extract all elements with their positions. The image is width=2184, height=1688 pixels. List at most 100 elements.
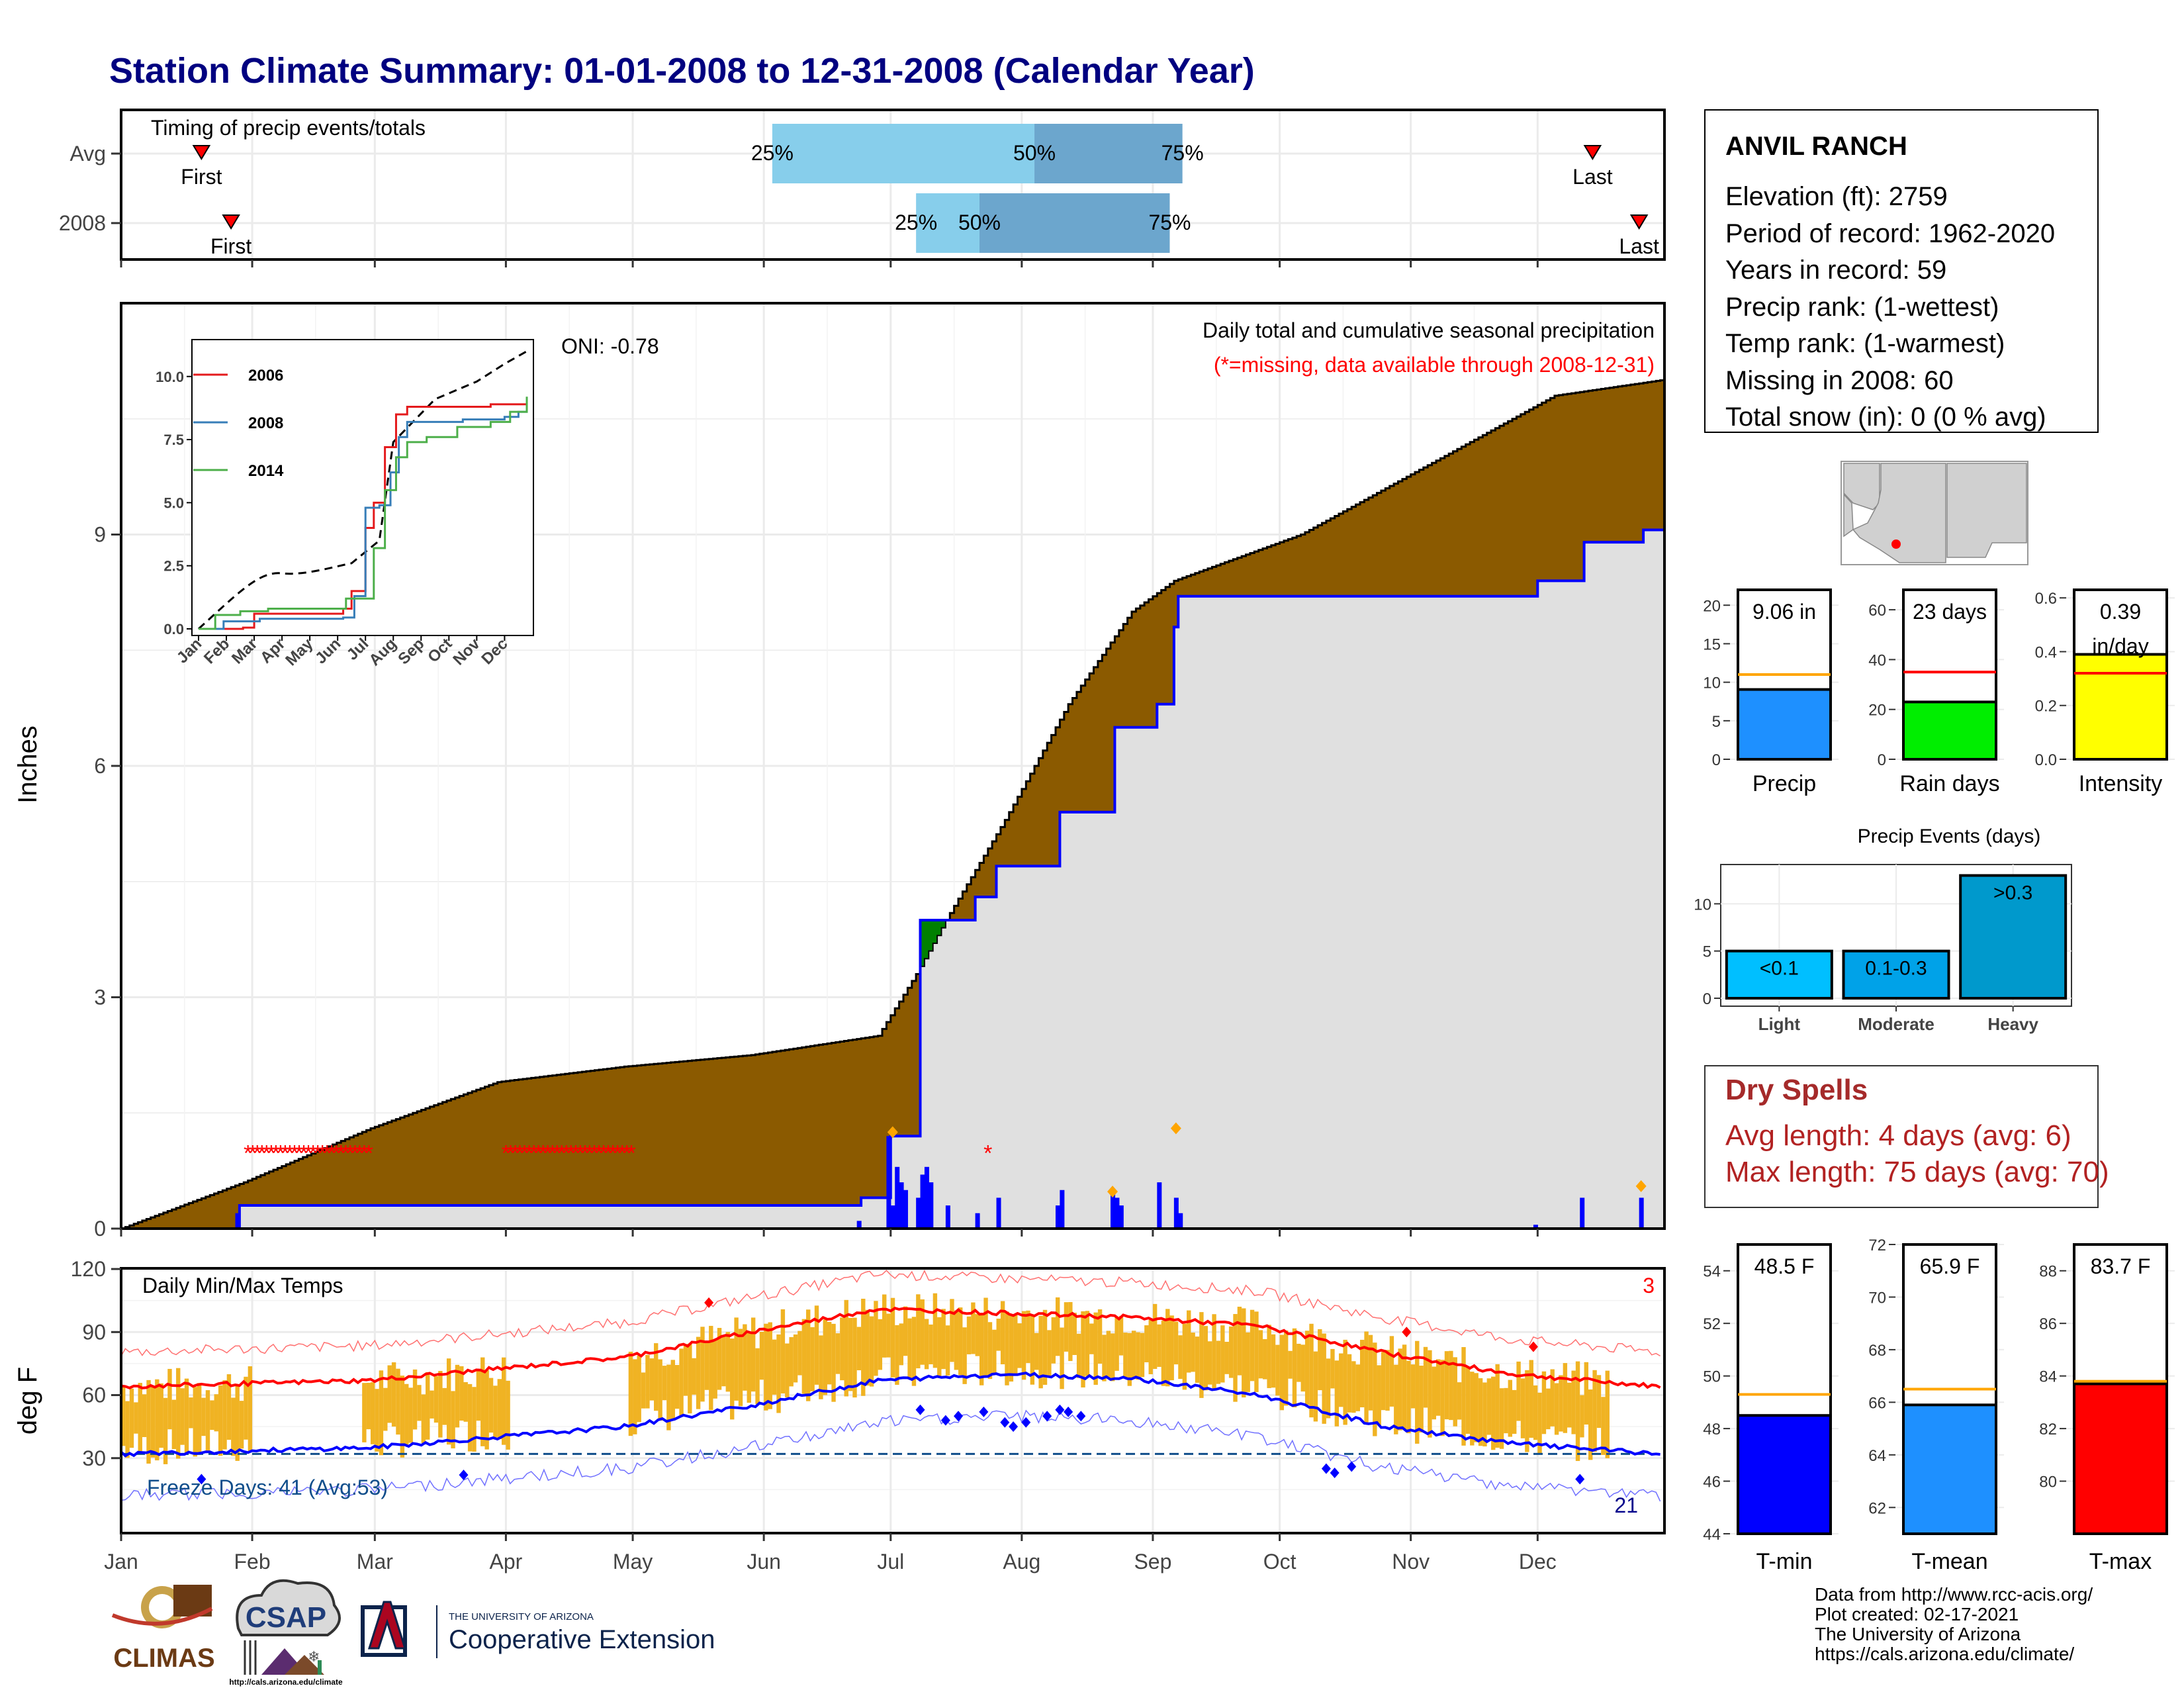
precip-summary-value: 9.06 in [1752, 600, 1816, 624]
daily-temp-bar [1415, 1340, 1420, 1444]
daily-temp-bar [1127, 1333, 1132, 1386]
record-low-marker [1321, 1463, 1331, 1474]
missing-data-marker: * [257, 1141, 266, 1166]
daily-temp-bar [869, 1316, 874, 1387]
daily-precip-bar [1118, 1205, 1124, 1229]
daily-temp-bar [704, 1342, 709, 1390]
daily-temp-bar [379, 1370, 384, 1456]
daily-temp-bar [874, 1301, 878, 1376]
footer-url: https://cals.arizona.edu/climate/ [1815, 1644, 2074, 1664]
daily-temp-bar [1144, 1325, 1149, 1362]
daily-temp-bar [159, 1383, 163, 1448]
cumulative-2008-line [121, 528, 1664, 1229]
daily-temp-bar [180, 1388, 185, 1445]
daily-temp-bar [1195, 1336, 1200, 1383]
tmin-summary-bar [1737, 1414, 1832, 1536]
daily-temp-bar [1042, 1309, 1048, 1385]
tmin-summary-tick-label: 44 [1703, 1526, 1721, 1544]
missing-data-marker: * [318, 1141, 327, 1166]
precip-subtitle: Daily total and cumulative seasonal prec… [1203, 318, 1655, 342]
inset-line-2006 [204, 399, 528, 630]
inset-legend-label: 2006 [248, 367, 283, 385]
daily-temp-bar [1203, 1326, 1208, 1391]
station-name: ANVIL RANCH [1725, 132, 1907, 161]
daily-temp-bar [193, 1387, 198, 1457]
daily-temp-bar [1347, 1354, 1352, 1413]
daily-temp-bar [856, 1327, 862, 1371]
daily-temp-bar [1005, 1311, 1009, 1385]
daily-temp-bar [1030, 1314, 1035, 1385]
daily-temp-bar [214, 1394, 218, 1432]
daily-temp-bar [248, 1366, 253, 1452]
daily-temp-bar [628, 1352, 633, 1436]
daily-temp-bar [717, 1328, 722, 1390]
intensity-summary-tick-label: 0.6 [2035, 590, 2057, 608]
daily-temp-bar [692, 1358, 696, 1395]
missing-data-marker: * [548, 1141, 557, 1166]
missing-note: (*=missing, data available through 2008-… [1214, 353, 1655, 377]
inset-chart: 0.02.55.07.510.0JanFebMarAprMayJunJulAug… [156, 339, 534, 669]
daily-temp-bar [1504, 1387, 1508, 1434]
daily-temp-bar [442, 1387, 447, 1425]
daily-temp-bar [1584, 1362, 1589, 1425]
daily-temp-bar [772, 1339, 777, 1395]
timing-2008-last-marker [1629, 214, 1649, 230]
oni-value: ONI: -0.78 [561, 334, 659, 358]
timing-2008-p75-label: 75% [1148, 211, 1191, 234]
timing-avg-last-label: Last [1572, 165, 1613, 189]
daily-temp-bar [1026, 1310, 1030, 1364]
csap-logo-url: http://cals.arizona.edu/climate [229, 1677, 343, 1687]
daily-temp-bar [1263, 1338, 1267, 1380]
daily-temp-bar [421, 1394, 426, 1443]
daily-temp-bar [929, 1324, 933, 1364]
timing-avg-p50-p75-bar [1034, 124, 1183, 183]
daily-temp-bar [979, 1314, 984, 1385]
timing-2008-p50-label: 50% [958, 211, 1001, 234]
daily-temp-bar [1449, 1350, 1453, 1421]
ua-big-text: Cooperative Extension [449, 1625, 715, 1654]
timing-frame [120, 109, 1666, 261]
daily-temp-bar [814, 1305, 819, 1385]
precip-y-axis: 0 3 6 9 [94, 523, 1539, 1241]
daily-temp-bar [1271, 1334, 1276, 1388]
daily-temp-bar [239, 1401, 244, 1449]
daily-temp-bar [1318, 1329, 1322, 1391]
daily-temp-bar [801, 1319, 807, 1394]
events-bar-moderate [1842, 949, 1950, 1000]
daily-temp-bar [789, 1336, 794, 1387]
daily-temp-bar [1152, 1303, 1158, 1369]
daily-temp-bar [852, 1317, 857, 1398]
daily-temp-bar [1013, 1314, 1018, 1376]
daily-temp-bar [1161, 1321, 1166, 1386]
precip-y-label: Inches [13, 726, 42, 804]
daily-temp-bar [1064, 1302, 1069, 1352]
tmin-summary-tick-label: 52 [1703, 1315, 1721, 1333]
timing-2008-p25-label: 25% [895, 211, 937, 234]
daily-temp-bar [1491, 1376, 1496, 1450]
missing-data-marker: * [244, 1141, 252, 1166]
timing-avg-last-marker [1583, 145, 1602, 160]
daily-temp-bar [954, 1310, 959, 1370]
events-bar-heavy [1959, 874, 2068, 1000]
daily-temp-bar [1533, 1385, 1538, 1440]
daily-precip-bar [975, 1213, 980, 1229]
daily-temp-bar [823, 1319, 827, 1395]
daily-temp-bar [721, 1336, 726, 1387]
daily-precip-bar [886, 1136, 891, 1229]
daily-precip-bar [1639, 1197, 1644, 1229]
daily-temp-bar [1300, 1344, 1305, 1392]
record-high-marker [1402, 1327, 1412, 1338]
daily-temp-bar [1246, 1332, 1250, 1392]
daily-temp-bar [1550, 1369, 1555, 1427]
daily-temp-bar [755, 1348, 760, 1405]
daily-precip-bar [996, 1197, 1001, 1229]
daily-temp-bar [890, 1297, 895, 1378]
daily-temp-bar [633, 1359, 637, 1434]
tmin-summary-label: T-min [1756, 1549, 1813, 1574]
daily-temp-bar [907, 1318, 912, 1379]
missing-data-marker: * [253, 1141, 261, 1166]
record-low-marker [940, 1415, 950, 1426]
tmin-summary-tick-label: 50 [1703, 1368, 1721, 1386]
timing-row-2008: 2008 [59, 211, 106, 235]
